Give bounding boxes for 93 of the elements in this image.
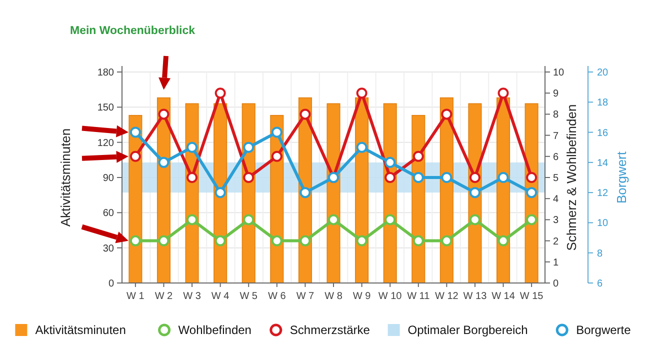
point (158, 156, 170, 168)
point (526, 214, 538, 226)
x-tick-label: W 3 (183, 291, 202, 302)
y3-axis-title: Borgwert (614, 151, 629, 204)
y3-tick-label: 12 (597, 188, 609, 200)
point (384, 214, 396, 226)
y2-tick-label: 8 (553, 110, 559, 121)
y2-axis-title: Schmerz & Wohlbefinden (564, 104, 579, 251)
point (186, 142, 198, 153)
y-tick-label: 60 (102, 208, 114, 220)
point (441, 172, 452, 183)
legend-label: Wohlbefinden (178, 323, 252, 338)
y3-tick-label: 20 (597, 68, 609, 78)
y2-tick-label: 7 (553, 130, 559, 142)
x-tick-label: W 14 (492, 291, 516, 302)
point (214, 235, 226, 246)
point (186, 172, 198, 183)
y-tick-label: 90 (102, 173, 114, 184)
point (356, 235, 368, 246)
x-tick-label: W 13 (463, 291, 488, 302)
point (243, 214, 254, 226)
y3-tick-label: 16 (597, 128, 609, 139)
point (158, 235, 170, 246)
point (328, 214, 339, 226)
point (214, 88, 226, 99)
y2-tick-label: 5 (553, 173, 559, 184)
point (412, 150, 424, 162)
point (158, 108, 170, 120)
y3-tick-label: 14 (597, 158, 609, 169)
point (271, 235, 282, 246)
x-tick-label: W 9 (352, 291, 372, 302)
point (412, 172, 424, 183)
y-axis-title: Aktivitätsminuten (58, 128, 73, 227)
y3-tick-label: 18 (597, 98, 609, 109)
point (271, 150, 282, 162)
point (384, 172, 396, 183)
y-tick-label: 0 (108, 278, 114, 290)
point (130, 150, 141, 162)
x-tick-label: W 1 (126, 291, 145, 302)
legend-label: Aktivitätsminuten (35, 323, 126, 338)
x-tick-label: W 4 (211, 291, 230, 302)
y2-tick-label: 0 (553, 278, 559, 290)
point (441, 108, 452, 120)
legend-label: Optimaler Borgbereich (408, 323, 528, 338)
x-tick-label: W 7 (296, 291, 315, 302)
y2-tick-label: 9 (553, 88, 559, 100)
x-tick-label: W 10 (378, 291, 402, 302)
x-tick-label: W 11 (407, 291, 430, 302)
point (271, 126, 282, 138)
point (498, 88, 509, 99)
point (130, 126, 141, 138)
y-tick-label: 120 (97, 138, 114, 149)
y-tick-label: 150 (97, 102, 114, 114)
y-tick-label: 180 (97, 68, 114, 78)
point (526, 187, 538, 198)
point (243, 142, 254, 153)
y2-tick-label: 10 (553, 68, 565, 78)
x-tick-label: W 6 (268, 291, 286, 302)
point (469, 214, 480, 226)
point (498, 235, 509, 246)
point (356, 142, 368, 153)
y2-tick-label: 4 (553, 194, 559, 206)
point (441, 235, 452, 246)
point (300, 187, 311, 198)
y2-tick-label: 3 (553, 215, 559, 226)
point (384, 156, 396, 168)
y3-tick-label: 10 (597, 218, 609, 230)
point (243, 172, 254, 183)
x-tick-label: W 5 (240, 291, 258, 302)
point (526, 172, 538, 183)
point (214, 187, 226, 198)
y2-tick-label: 2 (553, 236, 559, 248)
y2-tick-label: 6 (553, 152, 559, 163)
point (356, 88, 368, 99)
x-tick-label: W 15 (520, 291, 544, 302)
point (469, 172, 480, 183)
y-tick-label: 30 (102, 243, 114, 254)
y3-tick-label: 6 (597, 278, 603, 290)
x-tick-label: W 12 (435, 291, 459, 302)
point (498, 172, 509, 183)
legend-label: Borgwerte (576, 323, 632, 338)
point (130, 235, 141, 246)
point (469, 187, 480, 198)
point (186, 214, 198, 226)
point (412, 235, 424, 246)
point (300, 235, 311, 246)
legend-label: Schmerzstärke (290, 323, 370, 338)
x-tick-label: W 2 (154, 291, 174, 302)
x-tick-label: W 8 (324, 291, 343, 302)
y2-tick-label: 1 (553, 257, 559, 268)
chart-title: Mein Wochenüberblick (70, 25, 196, 37)
y3-tick-label: 8 (597, 248, 603, 260)
point (300, 108, 311, 120)
